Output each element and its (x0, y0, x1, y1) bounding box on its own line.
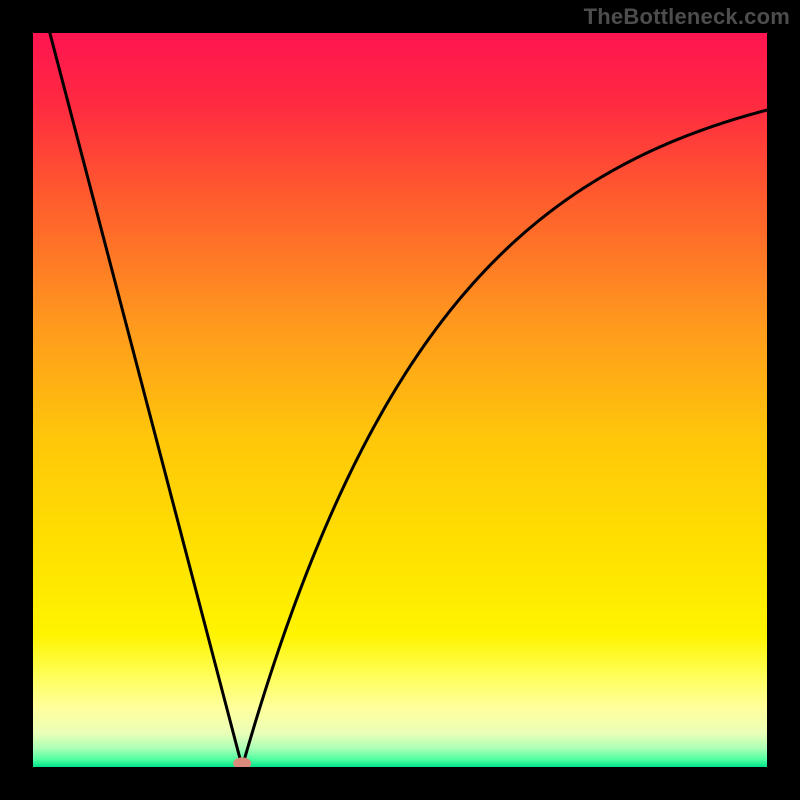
chart-frame: TheBottleneck.com (0, 0, 800, 800)
watermark-text: TheBottleneck.com (584, 4, 790, 30)
plot-background (33, 33, 767, 767)
plot-area (33, 33, 767, 767)
chart-svg (33, 33, 767, 767)
